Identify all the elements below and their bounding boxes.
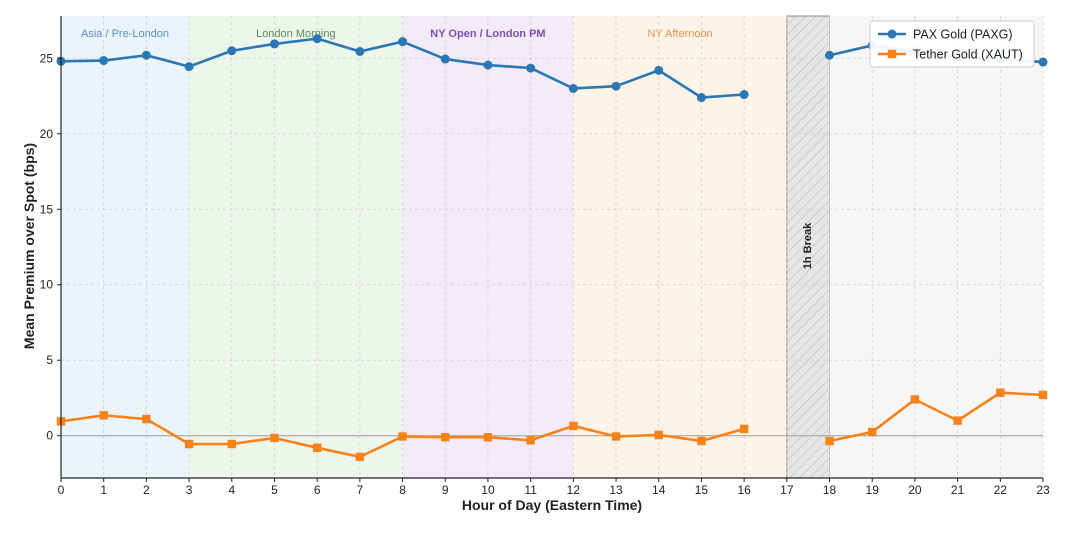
y-tick-label: 25 [40,51,54,65]
data-point [739,90,749,100]
data-point [355,452,365,462]
data-point [526,436,535,445]
x-tick-label: 0 [58,483,65,497]
x-tick-label: 2 [143,483,150,497]
data-point [483,60,493,70]
x-tick-label: 12 [567,483,581,497]
x-tick-label: 1 [100,483,107,497]
x-tick-label: 10 [481,483,495,497]
y-tick-label: 5 [46,353,53,367]
y-tick-label: 20 [40,127,54,141]
data-point [398,432,407,441]
data-point [996,388,1005,397]
x-tick-label: 23 [1036,483,1050,497]
y-axis-label: Mean Premium over Spot (bps) [21,143,37,349]
data-point [868,427,877,437]
x-tick-label: 17 [780,483,794,497]
x-tick-label: 5 [271,483,278,497]
y-tick-label: 0 [46,429,53,443]
x-tick-label: 9 [442,483,449,497]
data-point [440,54,450,64]
data-point [526,63,536,73]
data-point [184,439,194,449]
x-tick-label: 16 [737,483,751,497]
x-tick-label: 18 [823,483,837,497]
axes [60,16,1043,479]
legend-marker [887,49,897,59]
data-point [184,62,194,72]
data-point [312,34,322,44]
session-label: NY Open / London PM [430,28,545,40]
legend-label: PAX Gold (PAXG) [913,28,1013,42]
legend-marker [887,29,897,39]
data-point [270,433,279,443]
series-line [828,391,1045,443]
data-point [1038,57,1048,67]
data-point [568,83,578,93]
session-band [189,16,403,478]
x-tick-label: 6 [314,483,321,497]
session-band [829,16,1043,478]
y-tick-label: 10 [40,278,54,292]
session-label: Asia / Pre-London [81,28,169,40]
x-tick-label: 19 [866,483,880,497]
x-tick-label: 4 [228,483,235,497]
data-point [1038,390,1048,400]
data-point [825,436,834,446]
x-tick-label: 20 [908,483,922,497]
session-label: London Morning [256,28,336,40]
data-point [99,411,108,420]
data-point [953,416,962,425]
x-tick-label: 14 [652,483,666,497]
session-band [573,16,787,478]
data-point [697,436,706,446]
legend-label: Tether Gold (XAUT) [913,48,1023,62]
session-labels: Asia / Pre-London London Morning NY Open /… [81,28,814,269]
x-tick-label: 3 [186,483,193,497]
data-point [398,37,408,47]
data-point [483,433,493,442]
data-point [739,424,749,434]
session-label: 1h Break [802,222,814,269]
data-point [441,433,450,442]
data-point [654,430,663,440]
data-point [611,432,621,441]
data-point [141,50,151,60]
data-point [696,93,706,103]
x-tick-label: 15 [695,483,709,497]
x-axis-label: Hour of Day (Eastern Time) [462,497,642,513]
x-tick-label: 7 [357,483,364,497]
data-point [227,439,236,449]
legend-box [869,20,1035,68]
data-point [142,414,151,424]
data-point [312,443,322,453]
session-label: NY Afternoon [647,28,712,40]
data-point [227,46,237,56]
x-tick-label: 21 [951,483,965,497]
y-tick-label: 15 [40,202,54,216]
x-tick-label: 22 [994,483,1008,497]
data-point [569,421,578,431]
x-tick-label: 13 [609,483,623,497]
data-point [825,50,835,60]
data-point [654,65,664,75]
data-point [99,56,109,66]
session-bands [61,15,1043,479]
data-point [611,81,621,91]
data-point [269,39,279,49]
session-band [61,16,190,478]
data-point [355,46,365,56]
tick-labels: 0 1 2 3 4 5 6 7 8 9 10 11 12 13 14 15 16 17 18 19 20 21 22 2305… [40,51,1050,497]
data-point [910,395,920,404]
x-tick-label: 8 [399,483,406,497]
legend: PAX Gold (PAXG) Tether Gold (XAUT) [869,20,1035,68]
x-tick-label: 11 [524,483,537,497]
